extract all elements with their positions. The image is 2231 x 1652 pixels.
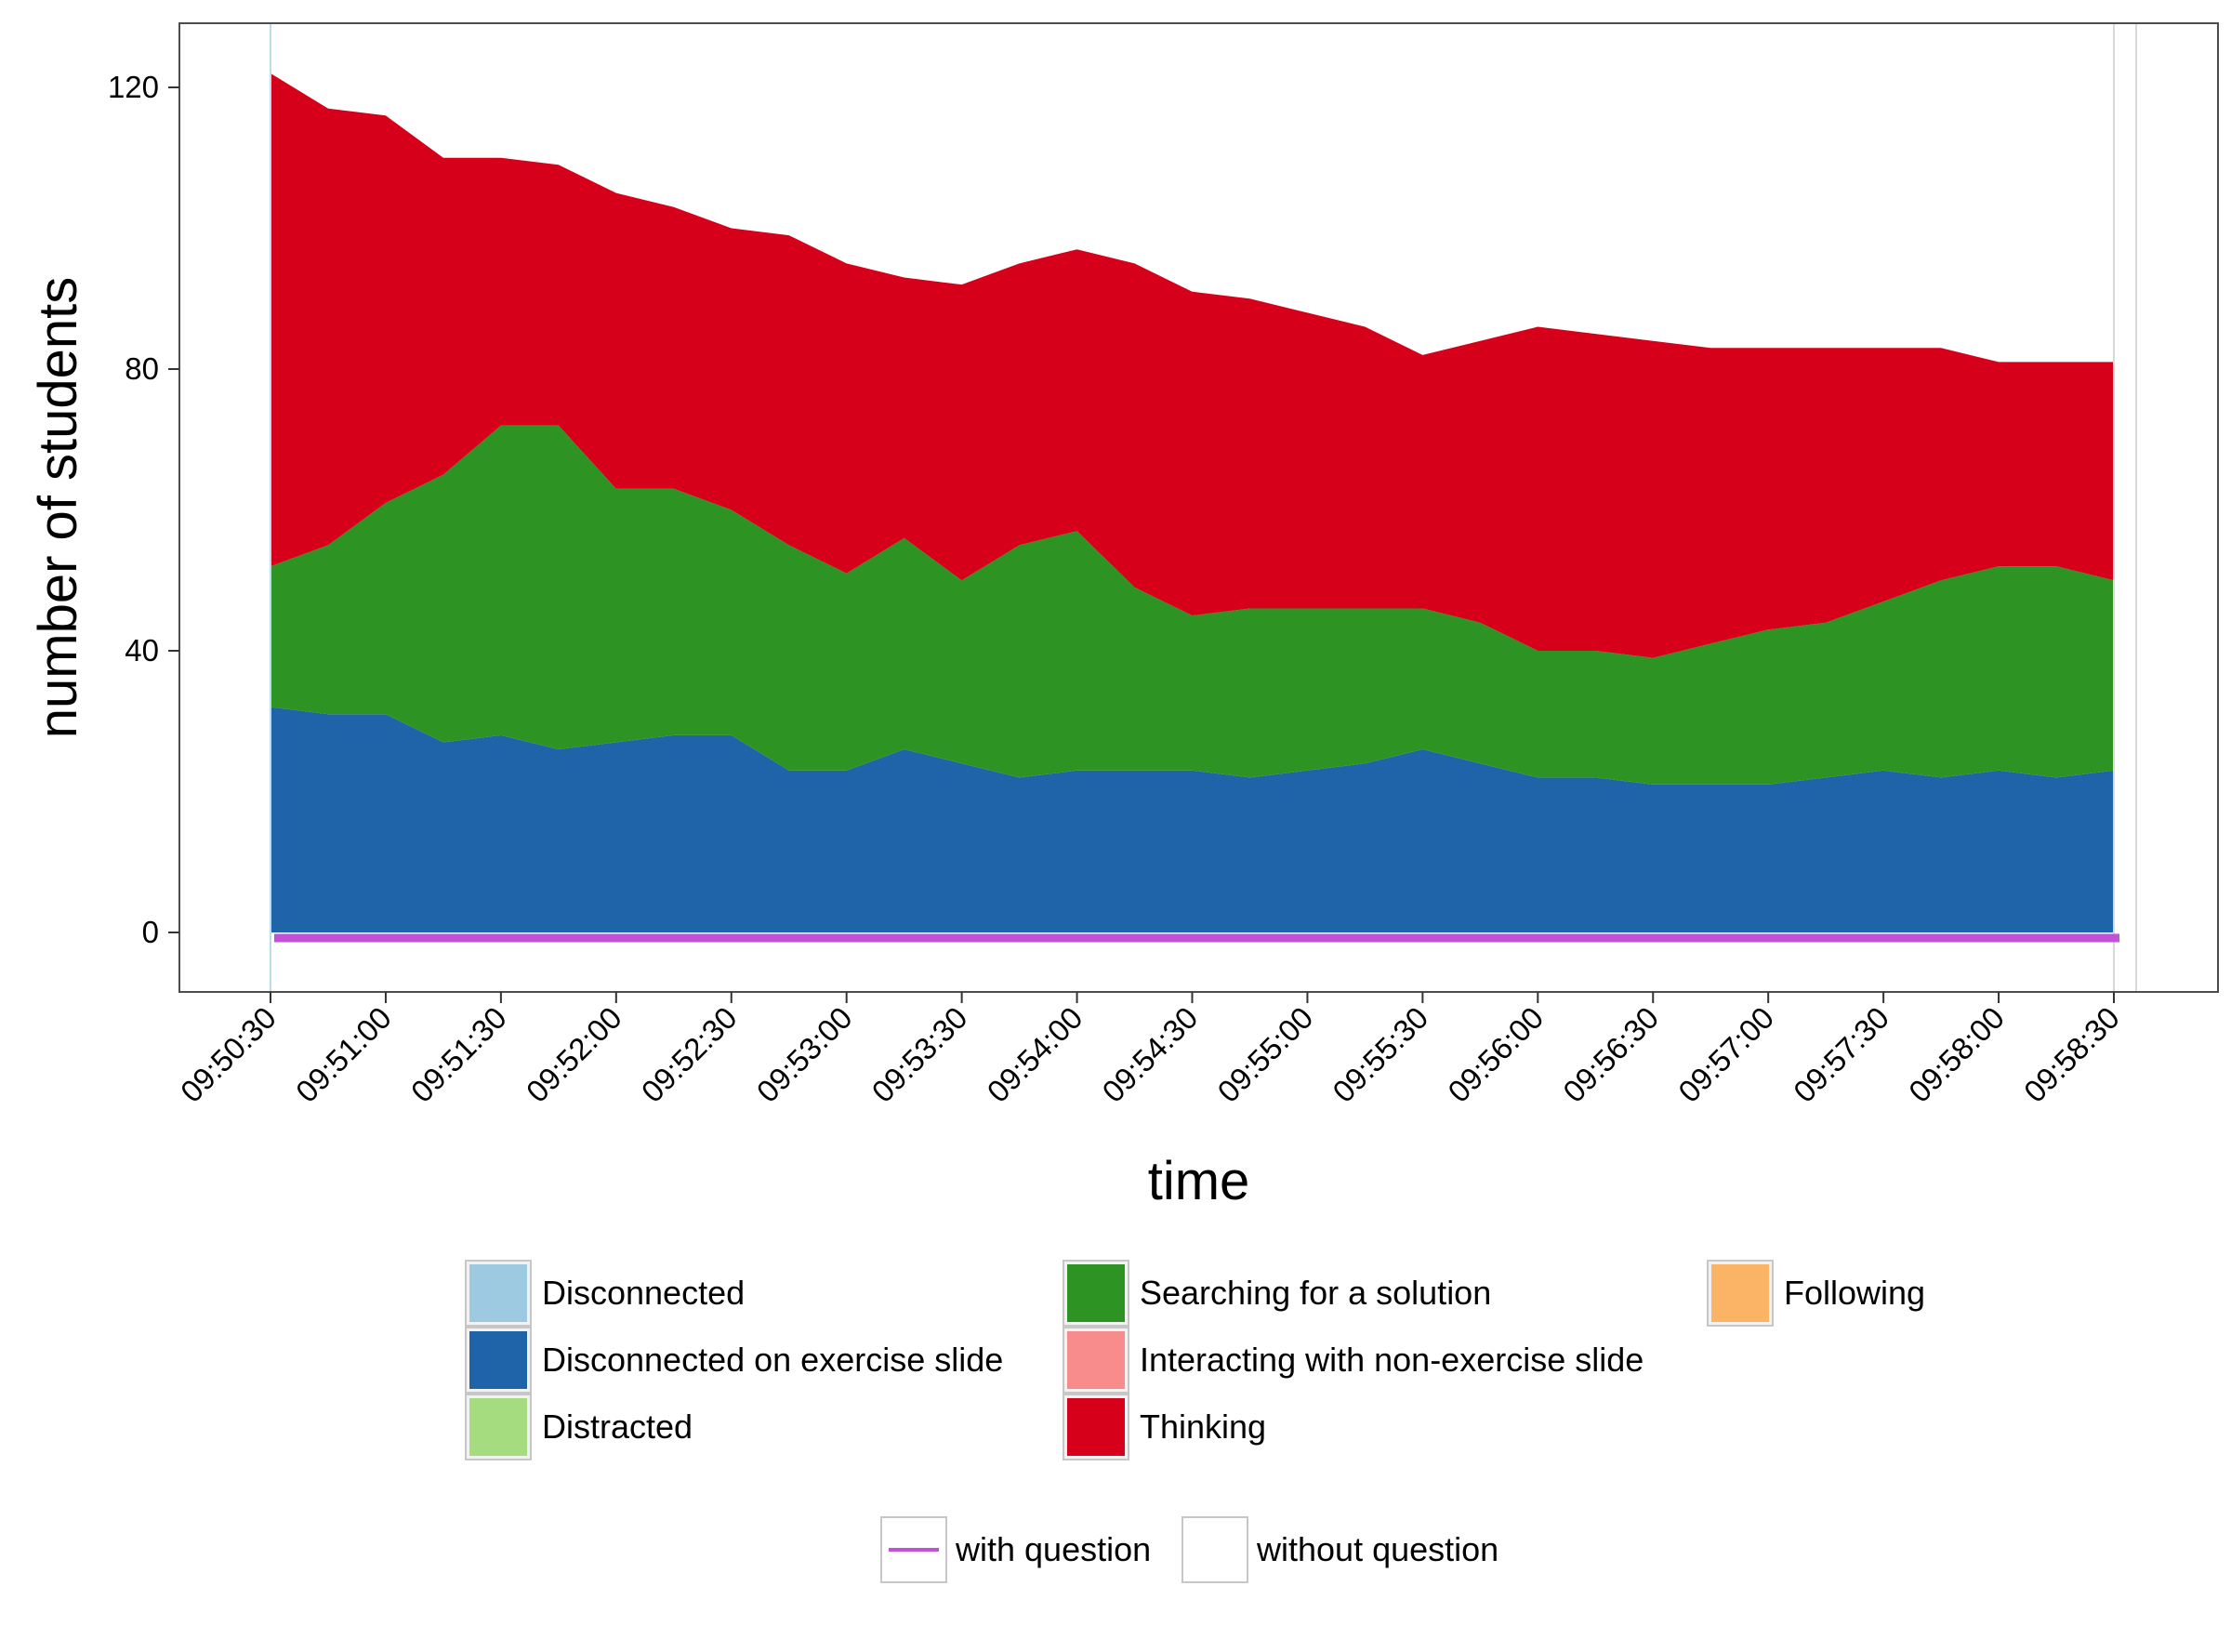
legend-key-without-question — [1182, 1516, 1248, 1583]
y-tick-label: 80 — [125, 351, 159, 386]
legend-label-interacting-with-non-exercise-slide: Interacting with non-exercise slide — [1140, 1341, 1644, 1379]
legend-label-following: Following — [1784, 1274, 1925, 1312]
question-legend: with question without question — [880, 1516, 1498, 1583]
area-disconnected-on-exercise-slide — [271, 707, 2114, 932]
legend-label-thinking: Thinking — [1140, 1408, 1266, 1446]
legend-label-disconnected: Disconnected — [542, 1274, 745, 1312]
y-tick-label: 0 — [142, 915, 159, 949]
panel-border — [178, 22, 2219, 993]
y-tick-label: 40 — [125, 633, 159, 667]
reference-lines — [270, 23, 2137, 992]
legend-label-distracted: Distracted — [542, 1408, 693, 1446]
area-layers — [271, 73, 2114, 932]
y-tick-label: 120 — [108, 70, 159, 104]
area-searching-for-a-solution — [271, 425, 2114, 785]
legend-label-without-question: without question — [1256, 1530, 1498, 1568]
legend: Disconnected Disconnected on exercise sli… — [465, 1260, 1925, 1460]
legend-swatch-searching-for-a-solution — [1067, 1264, 1125, 1322]
legend-swatch-disconnected — [469, 1264, 527, 1322]
x-axis-title: time — [1148, 1151, 1250, 1211]
legend-swatch-disconnected-on-exercise-slide — [469, 1331, 527, 1389]
legend-label-searching-for-a-solution: Searching for a solution — [1140, 1274, 1491, 1312]
y-axis-title: number of students — [28, 277, 88, 739]
legend-swatch-distracted — [469, 1398, 527, 1456]
legend-swatch-interacting-with-non-exercise-slide — [1067, 1331, 1125, 1389]
y-axis: 0 40 80 120 — [108, 70, 179, 949]
legend-label-with-question: with question — [955, 1530, 1151, 1568]
legend-label-disconnected-on-exercise-slide: Disconnected on exercise slide — [542, 1341, 1003, 1379]
legend-swatch-thinking — [1067, 1398, 1125, 1456]
area-thinking — [271, 73, 2114, 658]
legend-swatch-following — [1711, 1264, 1769, 1322]
